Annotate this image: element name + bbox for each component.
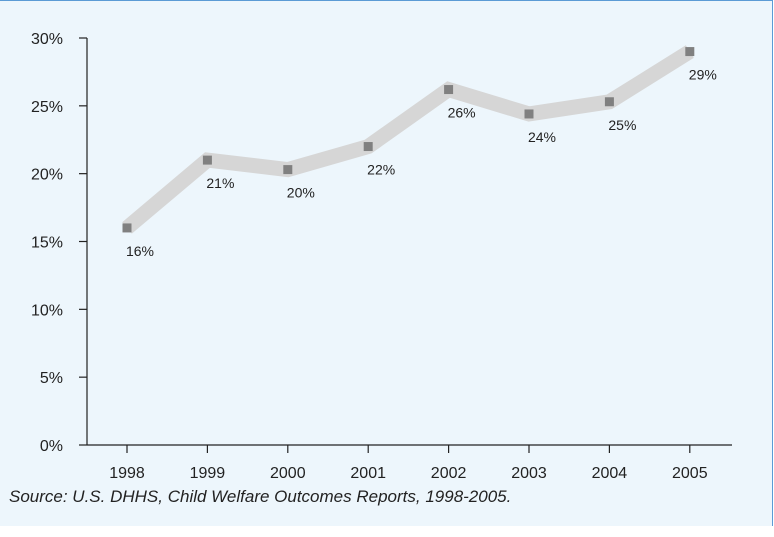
x-tick-label: 2005 (672, 465, 708, 481)
series-line (122, 45, 694, 234)
y-tick-label: 30% (31, 31, 63, 48)
source-note: Source: U.S. DHHS, Child Welfare Outcome… (9, 487, 512, 506)
x-tick-label: 1999 (190, 465, 226, 481)
data-label: 21% (206, 175, 234, 191)
data-label: 25% (608, 117, 636, 133)
data-label: 16% (126, 243, 154, 259)
x-tick-label: 2000 (270, 465, 306, 481)
x-tick-label: 2003 (511, 465, 547, 481)
chart-figure: 16% 21% 20% 22% 26% 24% 25% 29% 0% 5% 10% 15% 20% 25… (0, 0, 773, 526)
x-tick-label: 2004 (592, 465, 628, 481)
data-point (444, 85, 454, 95)
data-label: 22% (367, 162, 395, 178)
y-tick-label: 10% (31, 302, 63, 319)
y-tick-label: 0% (40, 438, 63, 455)
x-tick-label: 2001 (350, 465, 386, 481)
y-tick-label: 25% (31, 99, 63, 116)
y-tick-label: 20% (31, 167, 63, 184)
y-tick-label: 15% (31, 235, 63, 252)
data-point (202, 155, 212, 165)
x-tick-label: 2002 (431, 465, 467, 481)
x-tick-label: 1998 (109, 465, 145, 481)
data-point (122, 223, 132, 233)
data-point (604, 97, 614, 107)
data-point (283, 165, 293, 175)
data-label: 24% (528, 129, 556, 145)
data-label: 20% (287, 185, 315, 201)
data-point (524, 109, 534, 119)
data-label: 29% (689, 67, 717, 83)
data-point (363, 142, 373, 152)
line-chart: 16% 21% 20% 22% 26% 24% 25% 29% 0% 5% 10% 15% 20% 25… (31, 31, 732, 481)
y-tick-label: 5% (40, 370, 63, 387)
data-point (685, 47, 695, 57)
data-label: 26% (448, 105, 476, 121)
